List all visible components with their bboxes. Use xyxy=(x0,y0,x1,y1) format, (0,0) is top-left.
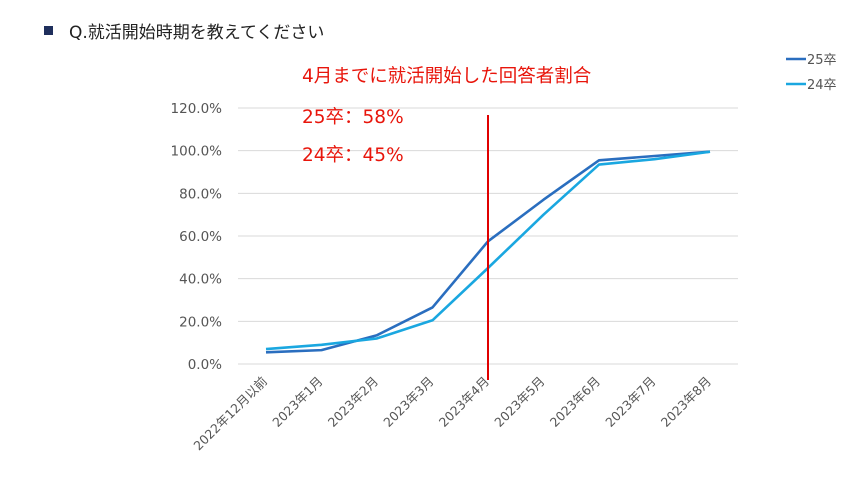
x-tick-label: 2023年2月 xyxy=(325,374,381,430)
x-tick-label: 2023年7月 xyxy=(602,374,658,430)
y-tick-label: 20.0% xyxy=(179,314,222,330)
y-tick-label: 40.0% xyxy=(179,272,222,288)
chart-title: Q.就活開始時期を教えてください xyxy=(44,18,324,43)
y-tick-label: 80.0% xyxy=(179,186,222,202)
x-tick-label: 2023年3月 xyxy=(380,374,436,430)
x-tick-label: 2023年8月 xyxy=(658,374,714,430)
x-tick-label: 2023年4月 xyxy=(436,374,492,430)
legend-label: 24卒 xyxy=(807,78,837,93)
x-tick-label: 2023年5月 xyxy=(491,374,547,430)
y-tick-label: 0.0% xyxy=(188,357,222,373)
title-bullet-icon xyxy=(44,26,53,35)
x-tick-label: 2023年6月 xyxy=(547,374,603,430)
annotation-text: 25卒：58% xyxy=(302,107,404,128)
annotation-text: 24卒：45% xyxy=(302,145,404,166)
y-tick-label: 100.0% xyxy=(171,144,223,160)
y-tick-label: 60.0% xyxy=(179,229,222,245)
question-text: Q.就活開始時期を教えてください xyxy=(69,23,325,43)
x-tick-label: 2023年1月 xyxy=(269,374,325,430)
legend-label: 25卒 xyxy=(807,53,837,68)
x-tick-label: 2022年12月以前 xyxy=(190,374,270,454)
annotation-text: 4月までに就活開始した回答者割合 xyxy=(302,66,591,87)
y-tick-label: 120.0% xyxy=(171,101,223,117)
